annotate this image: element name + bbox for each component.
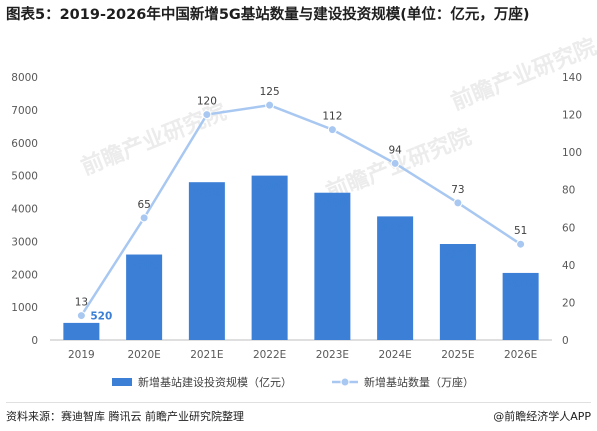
y-left-tick-label: 1000 (11, 302, 38, 314)
legend-line-label: 新增基站数量（万座） (364, 375, 474, 389)
source-note: 资料来源：赛迪智库 腾讯云 前瞻产业研究院整理 (6, 410, 244, 423)
x-tick-label: 2025E (441, 349, 474, 361)
line-value-label: 73 (451, 184, 464, 196)
line-value-label: 94 (388, 144, 402, 156)
publisher-credit: @前瞻经济学人APP (493, 410, 591, 423)
line-series (76, 100, 526, 321)
bar-value-label: 5000 (255, 181, 284, 193)
y-right-tick-label: 60 (562, 222, 575, 234)
x-tick-label: 2022E (253, 349, 286, 361)
bar-value-label: 520 (90, 311, 112, 323)
line-point (327, 125, 337, 135)
line-value-label: 65 (137, 199, 150, 211)
line-point (139, 213, 149, 223)
bar (126, 254, 163, 340)
x-tick-label: 2020E (127, 349, 160, 361)
axes: 0100020003000400050006000700080000204060… (11, 72, 582, 361)
x-tick-label: 2021E (190, 349, 223, 361)
legend: 新增基站建设投资规模（亿元） 新增基站数量（万座） (112, 375, 474, 389)
line-point (202, 110, 212, 120)
line-value-label: 13 (75, 297, 88, 309)
line-point (390, 158, 400, 168)
y-left-tick-label: 6000 (11, 138, 38, 150)
y-right-tick-label: 100 (562, 147, 582, 159)
y-left-tick-label: 3000 (11, 236, 38, 248)
legend-bar-swatch (112, 378, 132, 386)
bar (439, 244, 476, 340)
legend-line-marker (340, 377, 350, 387)
bar-value-label: 4480 (318, 198, 347, 210)
line-point (516, 239, 526, 249)
chart-title: 图表5：2019-2026年中国新增5G基站数量与建设投资规模(单位：亿元，万座… (6, 7, 530, 23)
bar (251, 175, 288, 340)
line-value-label: 51 (514, 225, 527, 237)
y-left-tick-label: 8000 (11, 72, 38, 84)
line-point (265, 100, 275, 110)
y-left-tick-label: 7000 (11, 105, 38, 117)
y-right-tick-label: 140 (562, 72, 582, 84)
bar (314, 192, 351, 340)
bar-value-label: 2600 (130, 260, 159, 272)
bar (502, 272, 539, 340)
bar-value-label: 2040 (506, 278, 535, 290)
line-value-label: 125 (260, 86, 280, 98)
line-point (453, 198, 463, 208)
bar (188, 182, 225, 340)
y-left-tick-label: 5000 (11, 171, 38, 183)
y-left-tick-label: 4000 (11, 204, 38, 216)
x-tick-label: 2023E (316, 349, 349, 361)
data-labels: 520 2600 4800 5000 4480 3760 2920 2040 13 65 120 12… (75, 86, 536, 322)
line-path (80, 103, 522, 317)
line-value-label: 112 (322, 111, 342, 123)
line-value-label: 120 (197, 96, 217, 108)
line-point (76, 311, 86, 321)
y-left-tick-label: 2000 (11, 269, 38, 281)
bar-value-label: 3760 (381, 221, 410, 233)
legend-bar-label: 新增基站建设投资规模（亿元） (138, 375, 292, 389)
y-left-tick-label: 0 (31, 335, 38, 347)
x-tick-label: 2026E (504, 349, 537, 361)
x-tick-label: 2019 (68, 349, 95, 361)
x-tick-label: 2024E (378, 349, 411, 361)
y-right-tick-label: 80 (562, 185, 575, 197)
bar (63, 322, 100, 340)
bar-series (63, 175, 539, 340)
y-right-tick-label: 0 (562, 335, 569, 347)
y-right-tick-label: 20 (562, 297, 575, 309)
bar (377, 216, 414, 340)
y-right-tick-label: 120 (562, 110, 582, 122)
bar-value-label: 2920 (443, 249, 472, 261)
footer-divider (6, 402, 591, 403)
y-right-tick-label: 40 (562, 260, 575, 272)
bar-value-label: 4800 (192, 187, 221, 199)
